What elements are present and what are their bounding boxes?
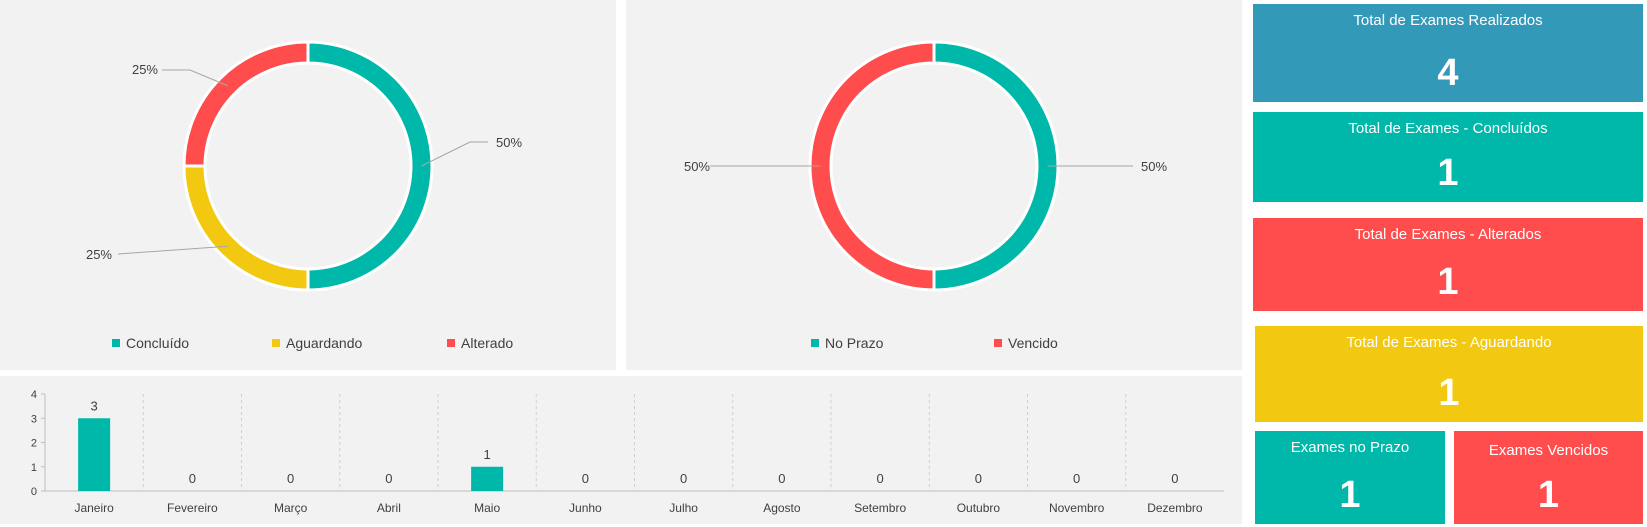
data-label: 50% xyxy=(1141,159,1167,174)
status-donut-panel: 50% 25% 25% Concluído Aguardando Alterado xyxy=(0,0,616,370)
x-tick-label-janeiro: Janeiro xyxy=(74,501,114,515)
data-label: 3 xyxy=(91,398,98,413)
x-tick-label-dezembro: Dezembro xyxy=(1147,501,1203,515)
monthly-bar-panel: 0 1 2 3 4 3 Janeiro 0 Fevereiro 0 Março 0 Abril 1 Maio… xyxy=(0,376,1242,524)
donut-slice-no-prazo xyxy=(932,40,1060,292)
donut-slice-alterado xyxy=(182,40,310,168)
legend-item-alterado: Alterado xyxy=(447,335,513,351)
donut-slice-aguardando xyxy=(182,164,310,292)
card-value: 1 xyxy=(1437,261,1459,303)
data-label: 25% xyxy=(132,62,158,77)
data-label: 0 xyxy=(1171,471,1178,486)
card-title: Total de Exames - Aguardando xyxy=(1346,334,1552,351)
card-title: Total de Exames - Alterados xyxy=(1354,226,1542,243)
y-tick-label: 4 xyxy=(31,389,37,401)
data-label: 0 xyxy=(287,471,294,486)
y-tick-label: 0 xyxy=(31,486,37,498)
bar-maio xyxy=(471,466,504,491)
status-donut-chart: 50% 25% 25% xyxy=(86,40,522,292)
legend-item-concluido: Concluído xyxy=(112,335,189,351)
y-tick-label: 2 xyxy=(31,438,37,450)
card-concluidos: Total de Exames - Concluídos 1 xyxy=(1253,112,1643,202)
data-label: 0 xyxy=(680,471,687,486)
card-title: Exames Vencidos xyxy=(1488,442,1609,459)
card-total-exames: Total de Exames Realizados 4 xyxy=(1253,4,1643,102)
data-label: 25% xyxy=(86,247,112,262)
donut-slice-vencido xyxy=(808,40,936,292)
legend-label: Alterado xyxy=(461,335,514,351)
card-value: 1 xyxy=(1339,474,1361,516)
x-tick-label-marco: Março xyxy=(274,501,308,515)
x-tick-label-fevereiro: Fevereiro xyxy=(167,501,218,515)
x-tick-label-novembro: Novembro xyxy=(1049,501,1105,515)
x-tick-label-setembro: Setembro xyxy=(854,501,906,515)
legend-item-aguardando: Aguardando xyxy=(272,335,362,351)
legend-item-no-prazo: No Prazo xyxy=(811,335,883,351)
x-tick-label-abril: Abril xyxy=(377,501,401,515)
leader-line xyxy=(162,69,228,87)
x-tick-label-julho: Julho xyxy=(669,501,698,515)
x-tick-label-junho: Junho xyxy=(569,501,602,515)
card-aguardando: Total de Exames - Aguardando 1 xyxy=(1255,326,1643,422)
data-label: 1 xyxy=(484,447,491,462)
card-title: Total de Exames - Concluídos xyxy=(1348,120,1548,137)
x-tick-label-outubro: Outubro xyxy=(957,501,1001,515)
leader-line xyxy=(117,245,228,255)
deadline-donut-chart: 50% 50% xyxy=(684,40,1167,292)
data-label: 0 xyxy=(877,471,884,486)
legend-label: Aguardando xyxy=(286,335,363,351)
deadline-donut-panel: 50% 50% No Prazo Vencido xyxy=(626,0,1242,370)
data-label: 50% xyxy=(496,135,522,150)
legend-swatch xyxy=(272,339,280,347)
card-value: 1 xyxy=(1438,372,1460,414)
legend-swatch xyxy=(811,339,819,347)
data-label: 0 xyxy=(778,471,785,486)
card-exames-no-prazo: Exames no Prazo 1 xyxy=(1255,431,1445,524)
bar-janeiro xyxy=(78,418,111,491)
data-label: 0 xyxy=(385,471,392,486)
data-label: 0 xyxy=(975,471,982,486)
donut-slice-concluido xyxy=(306,40,434,292)
y-tick-label: 1 xyxy=(31,462,37,474)
monthly-bar-chart: 0 1 2 3 4 3 Janeiro 0 Fevereiro 0 Março 0 Abril 1 Maio… xyxy=(31,389,1224,515)
legend-label: No Prazo xyxy=(825,335,884,351)
card-value: 1 xyxy=(1537,474,1560,516)
x-tick-label-agosto: Agosto xyxy=(763,501,801,515)
legend-swatch xyxy=(994,339,1002,347)
data-label: 0 xyxy=(189,471,196,486)
y-tick-label: 3 xyxy=(31,413,37,425)
leader-line xyxy=(421,141,488,167)
card-exames-vencidos: Exames Vencidos 1 xyxy=(1454,431,1643,524)
legend-swatch xyxy=(112,339,120,347)
legend-item-vencido: Vencido xyxy=(994,335,1058,351)
card-title: Exames no Prazo xyxy=(1290,439,1410,456)
x-tick-label-maio: Maio xyxy=(474,501,500,515)
card-value: 4 xyxy=(1437,52,1459,94)
data-label: 0 xyxy=(1073,471,1080,486)
data-label: 0 xyxy=(582,471,589,486)
data-label: 50% xyxy=(684,159,710,174)
legend-swatch xyxy=(447,339,455,347)
card-title: Total de Exames Realizados xyxy=(1353,12,1543,29)
card-value: 1 xyxy=(1437,152,1459,194)
legend-label: Concluído xyxy=(126,335,190,351)
legend-label: Vencido xyxy=(1008,335,1058,351)
card-alterados: Total de Exames - Alterados 1 xyxy=(1253,218,1643,311)
